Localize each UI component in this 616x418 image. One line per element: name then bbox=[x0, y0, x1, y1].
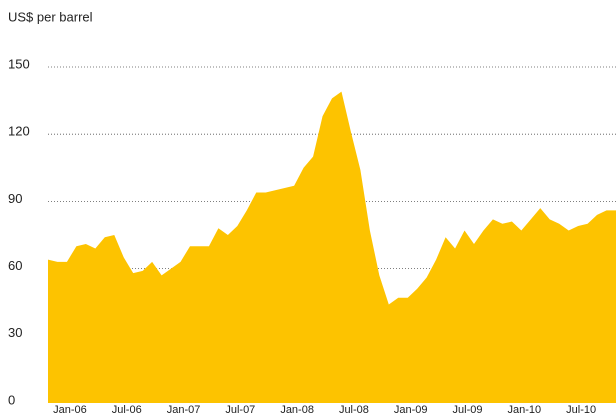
x-tick-label: Jul-09 bbox=[453, 404, 483, 416]
x-tick-label: Jan-07 bbox=[167, 404, 201, 416]
x-tick-label: Jul-07 bbox=[225, 404, 255, 416]
x-tick-label: Jan-08 bbox=[280, 404, 314, 416]
y-axis-label: US$ per barrel bbox=[8, 9, 93, 24]
x-tick-label: Jan-09 bbox=[394, 404, 428, 416]
x-tick-label: Jul-08 bbox=[339, 404, 369, 416]
x-tick-label: Jan-06 bbox=[53, 404, 87, 416]
y-tick-label: 120 bbox=[8, 124, 30, 139]
y-tick-label: 60 bbox=[8, 258, 22, 273]
y-tick-label: 150 bbox=[8, 56, 30, 71]
x-tick-label: Jul-10 bbox=[566, 404, 596, 416]
y-tick-label: 30 bbox=[8, 325, 22, 340]
y-tick-label: 0 bbox=[8, 392, 15, 407]
area bbox=[48, 91, 616, 403]
y-tick-label: 90 bbox=[8, 191, 22, 206]
x-tick-label: Jan-10 bbox=[508, 404, 542, 416]
x-tick-label: Jul-06 bbox=[112, 404, 142, 416]
